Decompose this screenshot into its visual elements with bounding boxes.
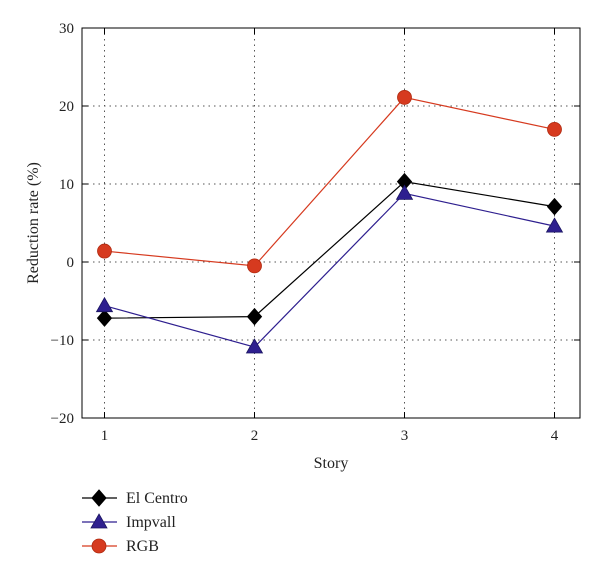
legend-item: Impvall <box>82 513 176 531</box>
x-axis-title: Story <box>314 455 349 472</box>
legend-marker <box>90 513 108 529</box>
series-line <box>104 181 555 319</box>
legend-label: Impvall <box>126 514 176 531</box>
legend-marker <box>91 538 107 554</box>
grid-lines <box>82 28 580 418</box>
y-tick-labels: 30 20 10 0 −10 −20 <box>51 21 74 427</box>
x-tick-label: 3 <box>401 428 409 444</box>
axis-ticks <box>82 27 580 419</box>
series-impvall <box>95 184 564 354</box>
series-line <box>104 96 555 267</box>
y-tick-label: 0 <box>67 255 75 271</box>
data-point <box>547 121 562 137</box>
y-axis-title: Reduction rate (%) <box>25 162 42 284</box>
data-point <box>395 184 414 200</box>
y-tick-label: 30 <box>59 21 74 37</box>
x-tick-label: 1 <box>101 428 109 444</box>
data-point <box>95 296 114 313</box>
legend: El Centro Impvall RGB <box>82 489 188 555</box>
legend-marker <box>91 489 107 507</box>
y-tick-label: 20 <box>59 99 74 115</box>
y-tick-label: −10 <box>51 333 74 349</box>
data-point <box>245 338 264 354</box>
series-group <box>95 90 564 354</box>
legend-item: El Centro <box>82 489 188 507</box>
y-tick-label: 10 <box>59 177 74 193</box>
x-tick-labels: 1 2 3 4 <box>101 428 559 444</box>
x-tick-label: 4 <box>551 428 559 444</box>
data-point <box>545 217 564 233</box>
legend-label: El Centro <box>126 490 188 507</box>
data-point <box>247 258 262 274</box>
plot-frame <box>81 27 581 419</box>
data-point <box>546 197 563 216</box>
legend-label: RGB <box>126 538 159 555</box>
data-point <box>397 90 412 105</box>
x-tick-label: 2 <box>251 428 259 444</box>
data-point <box>96 309 113 327</box>
data-point <box>246 307 263 326</box>
series-rgb <box>97 90 562 274</box>
data-point <box>97 243 112 259</box>
series-line <box>104 192 555 348</box>
series-el-centro <box>96 172 563 327</box>
y-tick-label: −20 <box>51 411 74 427</box>
legend-item: RGB <box>82 538 159 555</box>
